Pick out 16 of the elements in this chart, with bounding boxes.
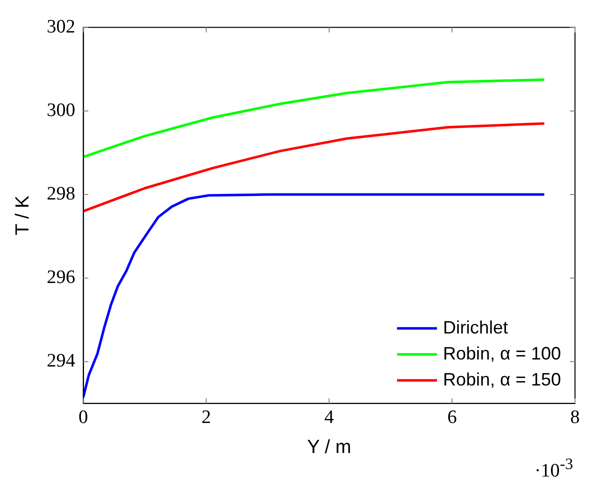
x-tick-label: 8 <box>570 406 580 428</box>
legend-label: Robin, α = 150 <box>443 369 561 390</box>
y-tick-label: 302 <box>46 16 76 38</box>
y-tick-label: 298 <box>46 183 76 204</box>
x-axis-title: Y / m <box>307 436 352 458</box>
text: ·10$^{-3}$ <box>534 456 573 482</box>
x-tick-label: 6 <box>447 406 457 428</box>
x-tick-label: 2 <box>201 406 211 428</box>
y-tick-label: 296 <box>46 267 76 288</box>
legend-label: Dirichlet <box>443 317 508 338</box>
legend-label: Robin, α = 100 <box>443 343 561 364</box>
y-axis-title: T / K <box>12 195 34 236</box>
y-tick-label: 294 <box>46 350 76 372</box>
x-tick-label: 0 <box>78 406 88 428</box>
y-tick-label: 300 <box>46 100 76 121</box>
x-tick-label: 4 <box>324 406 334 428</box>
